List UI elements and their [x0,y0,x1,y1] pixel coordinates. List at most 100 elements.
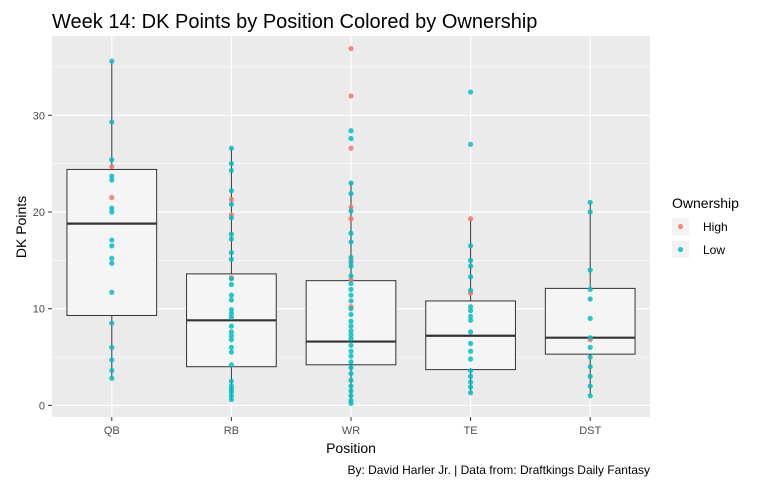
point-low [228,337,234,343]
point-low [348,259,354,265]
point-low [228,378,234,384]
point-high [109,194,115,201]
point-low [468,390,474,396]
point-low [468,313,474,320]
point-low [109,177,115,183]
point-low [348,254,354,261]
point-low [587,393,593,399]
point-low [468,373,474,379]
point-low [348,400,354,407]
point-low [468,243,474,249]
x-axis-title: Position [326,440,376,456]
point-low [109,260,115,266]
point-low [348,128,354,134]
point-low [587,296,593,302]
point-low [228,236,234,242]
point-low [348,318,354,324]
legend: Ownership High Low [672,195,739,258]
point-low [468,89,474,95]
point-low [228,292,234,298]
point-low [109,205,115,211]
point-low [468,340,474,347]
point-low [109,209,115,215]
point-low [348,393,354,399]
point-low [109,255,115,262]
point-low [228,161,234,167]
point-high [348,277,354,283]
point-high [348,204,354,210]
point-low [228,362,234,368]
legend-items: High Low [672,218,728,258]
point-low [468,308,474,314]
x-tick-label-dst: DST [579,425,601,437]
point-low [468,379,474,385]
point-low [587,335,593,341]
legend-key-low [677,246,684,253]
point-low [109,367,115,374]
point-low [228,396,234,403]
point-low [348,208,354,214]
x-tick-label-rb: RB [224,425,239,437]
point-low [228,307,234,313]
point-low [468,141,474,147]
point-low [348,336,354,342]
point-low [348,135,354,142]
point-low [348,365,354,371]
point-low [228,215,234,221]
point-low [348,388,354,394]
legend-label-high: High [703,220,728,234]
point-low [348,332,354,338]
point-high [228,196,234,203]
point-low [468,329,474,335]
point-low [468,274,474,280]
point-low [228,329,234,335]
point-low [228,201,234,207]
point-low [348,342,354,349]
point-low [109,173,115,179]
point-low [228,323,234,329]
y-tick-label: 0 [39,400,45,412]
point-low [109,320,115,326]
point-low [228,393,234,399]
point-low [587,286,593,292]
point-low [587,315,593,321]
point-high [348,216,354,222]
point-low [348,292,354,298]
point-low [348,230,354,236]
point-low [587,354,593,360]
point-low [228,389,234,395]
point-low [348,370,354,377]
point-low [587,267,593,273]
point-low [228,344,234,350]
point-low [228,314,234,320]
point-low [587,373,593,379]
point-low [348,328,354,334]
x-tick-label-wr: WR [342,425,360,437]
point-high [468,216,474,222]
point-low [228,250,234,256]
y-axis: 0 10 20 30 [33,110,52,412]
point-low [109,289,115,295]
point-low [109,357,115,363]
point-low [109,119,115,125]
data-points [109,45,593,407]
point-low [228,231,234,237]
legend-title: Ownership [672,195,739,211]
point-low [348,323,354,329]
y-tick-label: 30 [33,110,45,122]
point-high [348,93,354,99]
point-low [468,304,474,310]
point-low [228,281,234,288]
chart-title: Week 14: DK Points by Position Colored b… [52,11,537,33]
point-low [109,237,115,243]
point-low [348,263,354,269]
point-high [109,163,115,170]
caption: By: David Harler Jr. | Data from: Draftk… [347,463,650,477]
point-low [348,191,354,197]
point-low [587,344,593,350]
point-low [109,58,115,64]
point-low [468,263,474,269]
point-low [348,311,354,318]
point-low [109,243,115,249]
point-low [468,384,474,390]
